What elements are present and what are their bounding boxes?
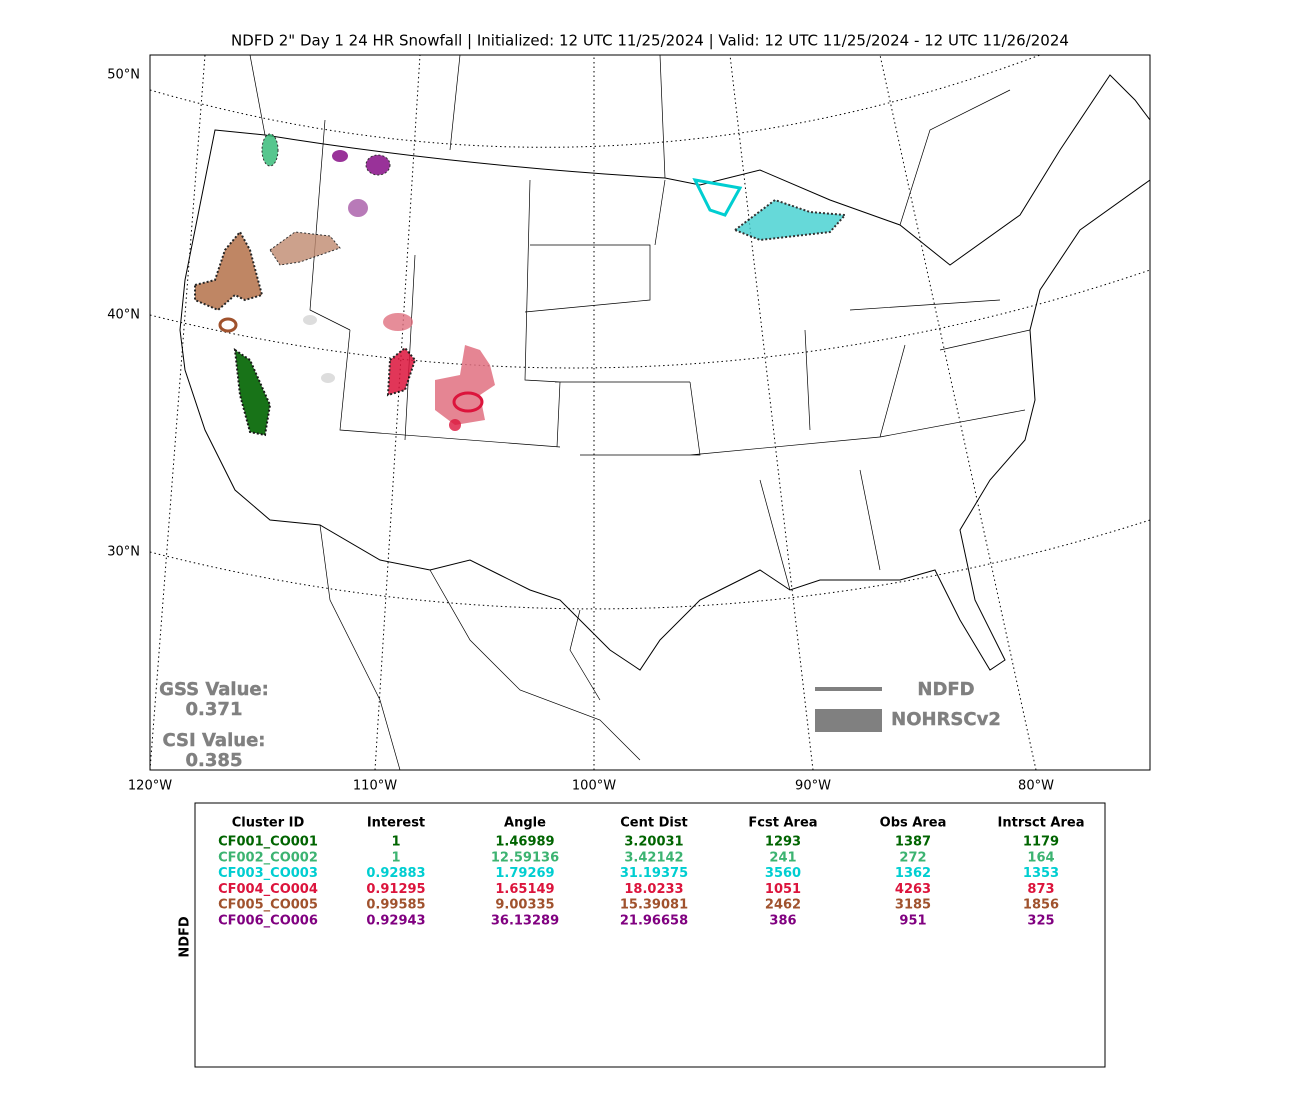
table-cell: 1.79269 (495, 866, 554, 881)
table-cell: 1 (391, 850, 400, 865)
legend (815, 687, 882, 732)
table-cell: 3.20031 (624, 835, 683, 850)
table-cell: 1362 (895, 866, 931, 881)
lat-label: 40°N (107, 308, 140, 323)
table-header: Cluster ID (232, 816, 305, 831)
table-cell: 31.19375 (620, 866, 688, 881)
table-cell: 386 (769, 914, 796, 929)
table-cell: 164 (1027, 850, 1054, 865)
map (149, 54, 1151, 771)
table-cell: 18.0233 (624, 882, 683, 897)
table-frame (194, 802, 1106, 1068)
table-cell: 0.92883 (366, 866, 425, 881)
table-cell: 36.13289 (491, 914, 559, 929)
us-outline (179, 74, 1150, 671)
table-cell: CF006_CO006 (218, 914, 318, 929)
table-header: Intrsct Area (998, 816, 1085, 831)
table-cell: 1179 (1023, 835, 1059, 850)
table-cell: 0.92943 (366, 914, 425, 929)
table-cell: 3560 (765, 866, 801, 881)
lon-label: 110°W (353, 779, 397, 794)
map-title: NDFD 2" Day 1 24 HR Snowfall | Initializ… (231, 32, 1069, 50)
table-cell: 2462 (765, 898, 801, 913)
table-cell: 1387 (895, 835, 931, 850)
table-cell: 1293 (765, 835, 801, 850)
table-cell: 1856 (1023, 898, 1059, 913)
table-cell: 241 (769, 850, 796, 865)
table-cell: 951 (899, 914, 926, 929)
table-header: Cent Dist (620, 816, 688, 831)
table-cell: 1 (391, 835, 400, 850)
score-text: 0.385 (186, 750, 243, 771)
table-cell: 4263 (895, 882, 931, 897)
legend-patch (815, 709, 882, 732)
table-cell: 12.59136 (491, 850, 559, 865)
table-cell: 272 (899, 850, 926, 865)
mexico-canada-lines (249, 55, 1011, 770)
table-cell: 1.65149 (495, 882, 554, 897)
table-cell: 873 (1027, 882, 1054, 897)
table-header: Angle (504, 816, 546, 831)
table-cell: 1.46989 (495, 835, 554, 850)
table-cell: CF002_CO002 (218, 850, 318, 865)
table-cell: 0.99585 (366, 898, 425, 913)
table-cell: 15.39081 (620, 898, 688, 913)
table-cell: CF001_CO001 (218, 835, 318, 850)
table-header: Fcst Area (748, 816, 817, 831)
lon-label: 90°W (795, 779, 831, 794)
table-header: Interest (367, 816, 425, 831)
table-side-label: NDFD (178, 916, 193, 958)
legend-label: NOHRSCv2 (891, 709, 1001, 730)
legend-label: NDFD (917, 679, 974, 700)
lon-label: 80°W (1018, 779, 1054, 794)
lat-label: 30°N (107, 545, 140, 560)
table-cell: 0.91295 (366, 882, 425, 897)
table-cell: CF004_CO004 (218, 882, 318, 897)
table-cell: 1353 (1023, 866, 1059, 881)
score-text: CSI Value: (163, 730, 266, 751)
table-cell: 325 (1027, 914, 1054, 929)
table-header: Obs Area (880, 816, 947, 831)
table-cell: 3.42142 (624, 850, 683, 865)
lon-label: 120°W (128, 779, 172, 794)
map-frame (149, 54, 1151, 771)
score-text: GSS Value: (159, 679, 269, 700)
state-lines (309, 119, 1031, 591)
snow-clusters (194, 133, 848, 437)
score-text: 0.371 (186, 699, 243, 720)
table-cell: 3185 (895, 898, 931, 913)
table-cell: 1051 (765, 882, 801, 897)
table-cell: CF003_CO003 (218, 866, 318, 881)
lat-label: 50°N (107, 68, 140, 83)
lon-label: 100°W (572, 779, 616, 794)
table-cell: 9.00335 (495, 898, 554, 913)
table-cell: CF005_CO005 (218, 898, 318, 913)
graticule (150, 55, 1150, 770)
table-cell: 21.96658 (620, 914, 688, 929)
